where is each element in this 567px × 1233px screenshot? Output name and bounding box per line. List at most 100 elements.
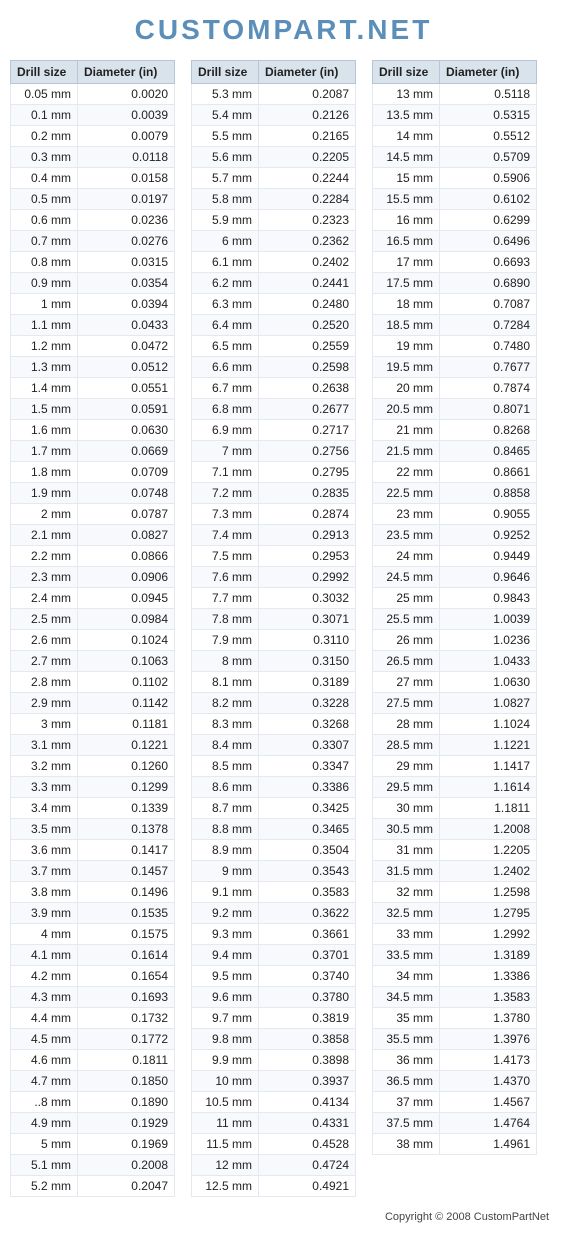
table-row: 4.4 mm0.1732 — [11, 1008, 175, 1029]
table-row: 7.9 mm0.3110 — [192, 630, 356, 651]
table-row: 33 mm1.2992 — [373, 924, 537, 945]
table-row: 1.2 mm0.0472 — [11, 336, 175, 357]
table-row: 0.8 mm0.0315 — [11, 252, 175, 273]
table-row: 32.5 mm1.2795 — [373, 903, 537, 924]
table-row: 4.6 mm0.1811 — [11, 1050, 175, 1071]
cell-diameter: 0.3465 — [259, 819, 356, 840]
cell-drill-size: 4.2 mm — [11, 966, 78, 987]
table-row: 20.5 mm0.8071 — [373, 399, 537, 420]
cell-diameter: 0.1260 — [78, 756, 175, 777]
cell-drill-size: 9.1 mm — [192, 882, 259, 903]
table-row: 3.6 mm0.1417 — [11, 840, 175, 861]
table-row: 1.5 mm0.0591 — [11, 399, 175, 420]
table-row: 25.5 mm1.0039 — [373, 609, 537, 630]
cell-drill-size: 3 mm — [11, 714, 78, 735]
cell-drill-size: 0.1 mm — [11, 105, 78, 126]
cell-diameter: 1.1614 — [440, 777, 537, 798]
table-row: 0.4 mm0.0158 — [11, 168, 175, 189]
cell-diameter: 1.0433 — [440, 651, 537, 672]
cell-diameter: 0.4134 — [259, 1092, 356, 1113]
table-row: 5.4 mm0.2126 — [192, 105, 356, 126]
cell-diameter: 0.1929 — [78, 1113, 175, 1134]
cell-diameter: 1.4567 — [440, 1092, 537, 1113]
cell-drill-size: 1.8 mm — [11, 462, 78, 483]
cell-drill-size: 8.6 mm — [192, 777, 259, 798]
cell-diameter: 0.3504 — [259, 840, 356, 861]
cell-drill-size: 6.5 mm — [192, 336, 259, 357]
cell-diameter: 1.0039 — [440, 609, 537, 630]
tables-container: Drill sizeDiameter (in)0.05 mm0.00200.1 … — [10, 60, 557, 1197]
cell-drill-size: 6.3 mm — [192, 294, 259, 315]
cell-drill-size: 2.7 mm — [11, 651, 78, 672]
cell-drill-size: 7.5 mm — [192, 546, 259, 567]
cell-diameter: 0.1378 — [78, 819, 175, 840]
table-row: 15.5 mm0.6102 — [373, 189, 537, 210]
cell-drill-size: 23.5 mm — [373, 525, 440, 546]
cell-diameter: 0.5709 — [440, 147, 537, 168]
cell-diameter: 0.7480 — [440, 336, 537, 357]
cell-diameter: 0.0669 — [78, 441, 175, 462]
cell-drill-size: 16.5 mm — [373, 231, 440, 252]
table-row: 18.5 mm0.7284 — [373, 315, 537, 336]
cell-drill-size: 8.9 mm — [192, 840, 259, 861]
cell-drill-size: 6.7 mm — [192, 378, 259, 399]
cell-diameter: 0.1417 — [78, 840, 175, 861]
cell-drill-size: 35 mm — [373, 1008, 440, 1029]
cell-drill-size: 1.3 mm — [11, 357, 78, 378]
table-row: 0.7 mm0.0276 — [11, 231, 175, 252]
table-row: 2.4 mm0.0945 — [11, 588, 175, 609]
table-row: 7.2 mm0.2835 — [192, 483, 356, 504]
cell-diameter: 0.0827 — [78, 525, 175, 546]
cell-diameter: 1.2598 — [440, 882, 537, 903]
cell-drill-size: 14 mm — [373, 126, 440, 147]
cell-diameter: 0.8858 — [440, 483, 537, 504]
cell-diameter: 0.1693 — [78, 987, 175, 1008]
table-row: 36 mm1.4173 — [373, 1050, 537, 1071]
table-row: 10 mm0.3937 — [192, 1071, 356, 1092]
cell-diameter: 0.4724 — [259, 1155, 356, 1176]
cell-drill-size: 3.9 mm — [11, 903, 78, 924]
cell-drill-size: 3.6 mm — [11, 840, 78, 861]
cell-diameter: 0.2205 — [259, 147, 356, 168]
cell-diameter: 0.3268 — [259, 714, 356, 735]
cell-diameter: 0.0787 — [78, 504, 175, 525]
table-row: 34 mm1.3386 — [373, 966, 537, 987]
cell-drill-size: 19 mm — [373, 336, 440, 357]
cell-diameter: 1.1024 — [440, 714, 537, 735]
table-row: 9 mm0.3543 — [192, 861, 356, 882]
cell-drill-size: 2.4 mm — [11, 588, 78, 609]
table-row: 34.5 mm1.3583 — [373, 987, 537, 1008]
cell-drill-size: 25 mm — [373, 588, 440, 609]
cell-diameter: 0.0197 — [78, 189, 175, 210]
cell-diameter: 0.9252 — [440, 525, 537, 546]
table-row: 21 mm0.8268 — [373, 420, 537, 441]
cell-diameter: 0.2717 — [259, 420, 356, 441]
cell-diameter: 1.1417 — [440, 756, 537, 777]
cell-diameter: 0.2638 — [259, 378, 356, 399]
cell-diameter: 0.3347 — [259, 756, 356, 777]
cell-drill-size: 9 mm — [192, 861, 259, 882]
table-row: 3.9 mm0.1535 — [11, 903, 175, 924]
cell-diameter: 1.2008 — [440, 819, 537, 840]
table-row: 14 mm0.5512 — [373, 126, 537, 147]
cell-diameter: 0.2992 — [259, 567, 356, 588]
table-row: 6.5 mm0.2559 — [192, 336, 356, 357]
cell-drill-size: 4.1 mm — [11, 945, 78, 966]
table-row: 27 mm1.0630 — [373, 672, 537, 693]
table-row: 29 mm1.1417 — [373, 756, 537, 777]
cell-drill-size: 4.9 mm — [11, 1113, 78, 1134]
cell-diameter: 0.1496 — [78, 882, 175, 903]
table-row: 0.2 mm0.0079 — [11, 126, 175, 147]
cell-drill-size: 5.7 mm — [192, 168, 259, 189]
table-row: 22 mm0.8661 — [373, 462, 537, 483]
cell-drill-size: 19.5 mm — [373, 357, 440, 378]
cell-diameter: 0.0236 — [78, 210, 175, 231]
cell-diameter: 0.1457 — [78, 861, 175, 882]
cell-drill-size: 1 mm — [11, 294, 78, 315]
table-row: 8.8 mm0.3465 — [192, 819, 356, 840]
table-row: 19 mm0.7480 — [373, 336, 537, 357]
cell-drill-size: 1.6 mm — [11, 420, 78, 441]
cell-diameter: 0.2520 — [259, 315, 356, 336]
cell-diameter: 0.6102 — [440, 189, 537, 210]
cell-diameter: 0.2835 — [259, 483, 356, 504]
